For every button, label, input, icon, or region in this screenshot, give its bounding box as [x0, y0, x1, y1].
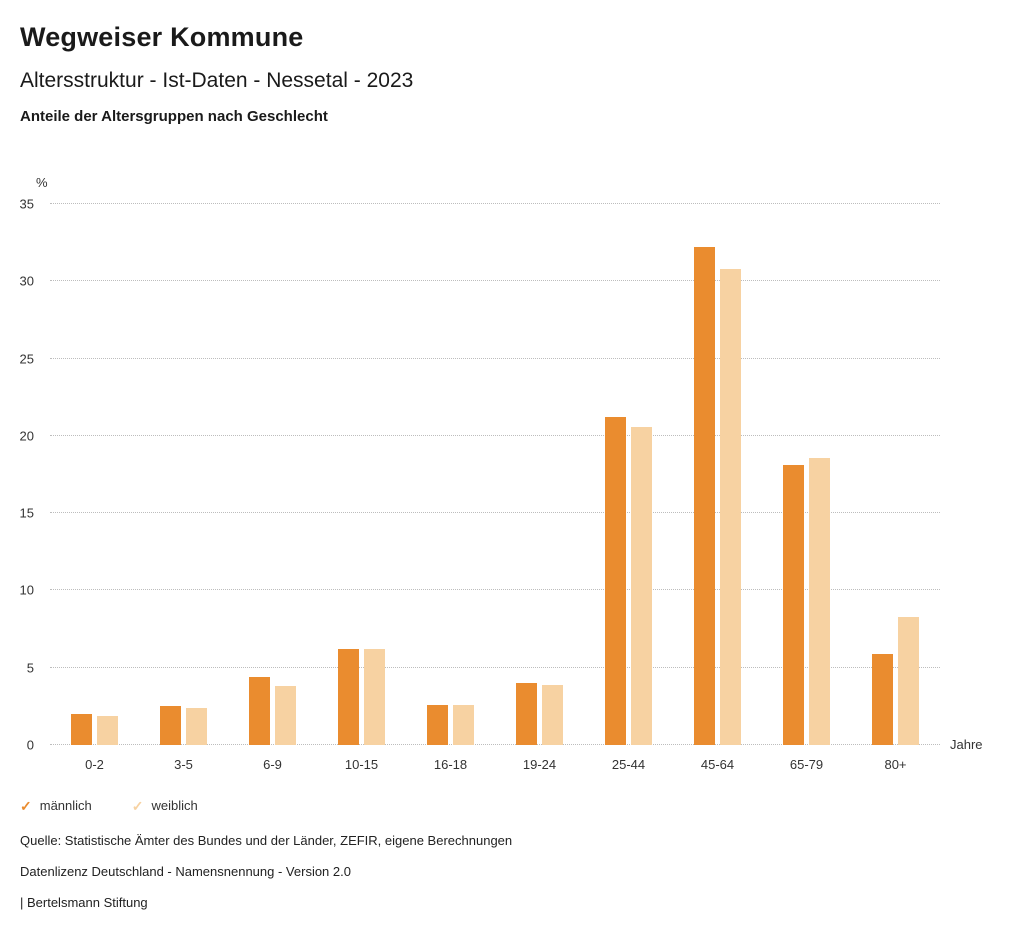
legend-item-weiblich[interactable]: ✓ weiblich: [132, 798, 198, 813]
bar-group-65-79: [762, 204, 851, 745]
x-tick-label-45-64: 45-64: [700, 757, 735, 772]
bar-group-19-24: [495, 204, 584, 745]
bar-maennlich-19-24[interactable]: [516, 683, 537, 745]
x-axis-unit-label: Jahre: [950, 737, 983, 752]
x-axis: 0-2 3-5 6-9 10-15 16-18 19-24 25-44 45-64 65-79 8…: [50, 757, 940, 772]
x-tick-label-10-15: 10-15: [344, 757, 379, 772]
x-tick-label-65-79: 65-79: [789, 757, 824, 772]
bar-weiblich-19-24[interactable]: [542, 684, 563, 745]
bar-group-25-44: [584, 204, 673, 745]
bar-maennlich-6-9[interactable]: [249, 677, 270, 745]
bar-maennlich-16-18[interactable]: [427, 704, 448, 745]
legend: ✓ männlich ✓ weiblich: [20, 798, 1004, 813]
bar-group-45-64: [673, 204, 762, 745]
gridline-5: [50, 666, 940, 668]
bar-weiblich-25-44[interactable]: [631, 426, 652, 745]
y-tick-label-30: 30: [19, 273, 34, 289]
gridline-15: [50, 512, 940, 514]
gridlines: [50, 203, 940, 745]
y-tick-label-0: 0: [26, 737, 34, 753]
bar-group-10-15: [317, 204, 406, 745]
legend-item-maennlich[interactable]: ✓ männlich: [20, 798, 92, 813]
bar-weiblich-3-5[interactable]: [186, 707, 207, 745]
x-tick-label-25-44: 25-44: [611, 757, 646, 772]
bar-group-6-9: [228, 204, 317, 745]
y-tick-label-25: 25: [19, 351, 34, 367]
x-tick-label-0-2: 0-2: [85, 757, 104, 772]
y-tick-label-10: 10: [19, 582, 34, 598]
bar-group-0-2: [50, 204, 139, 745]
plot-row: 0 5 10 15 20 25 30 35 Jahre: [19, 198, 1004, 753]
x-tick-label-3-5: 3-5: [174, 757, 193, 772]
bar-group-16-18: [406, 204, 495, 745]
bar-weiblich-0-2[interactable]: [97, 715, 118, 745]
x-tick-label-19-24: 19-24: [522, 757, 557, 772]
bar-maennlich-10-15[interactable]: [338, 649, 359, 745]
bar-maennlich-25-44[interactable]: [605, 417, 626, 745]
legend-item-label: weiblich: [151, 798, 198, 813]
gridline-10: [50, 589, 940, 591]
y-tick-label-35: 35: [19, 196, 34, 212]
bar-group-3-5: [139, 204, 228, 745]
checkmark-icon: ✓: [131, 797, 144, 814]
bar-weiblich-16-18[interactable]: [453, 704, 474, 745]
y-tick-label-20: 20: [19, 428, 34, 444]
bar-weiblich-45-64[interactable]: [720, 268, 741, 745]
x-tick-label-80+: 80+: [884, 757, 907, 772]
chart: % 0 5 10 15 20 25 30 35 Jahre 0-2 3-5 6-9 10-15 16-…: [20, 175, 1004, 772]
bar-maennlich-45-64[interactable]: [694, 247, 715, 745]
footer-license-line: Datenlizenz Deutschland - Namensnennung …: [20, 864, 351, 879]
chart-heading: Anteile der Altersgruppen nach Geschlech…: [20, 108, 328, 125]
bar-weiblich-80+[interactable]: [898, 616, 919, 745]
footer-source-line: Quelle: Statistische Ämter des Bundes un…: [20, 833, 513, 848]
page-subtitle: Altersstruktur - Ist-Daten - Nessetal - …: [20, 69, 414, 92]
footer: Quelle: Statistische Ämter des Bundes un…: [20, 825, 1004, 918]
y-axis: 0 5 10 15 20 25 30 35: [19, 198, 50, 752]
y-axis-unit-label: %: [36, 175, 48, 190]
bar-maennlich-80+[interactable]: [872, 653, 893, 745]
bar-weiblich-6-9[interactable]: [275, 686, 296, 745]
y-tick-label-5: 5: [26, 660, 34, 676]
checkmark-icon: ✓: [20, 797, 32, 814]
page-title: Wegweiser Kommune: [20, 22, 304, 52]
bar-maennlich-65-79[interactable]: [783, 465, 804, 745]
x-tick-label-16-18: 16-18: [433, 757, 468, 772]
y-tick-label-15: 15: [19, 505, 34, 521]
bar-group-80+: [851, 204, 940, 745]
gridline-25: [50, 357, 940, 359]
footer-publisher-line: | Bertelsmann Stiftung: [20, 895, 148, 910]
bar-maennlich-0-2[interactable]: [71, 714, 92, 745]
plot-area: [50, 203, 940, 745]
x-tick-label-6-9: 6-9: [263, 757, 282, 772]
gridline-30: [50, 280, 940, 282]
gridline-20: [50, 434, 940, 436]
bar-maennlich-3-5[interactable]: [160, 706, 181, 745]
gridline-35: [50, 203, 940, 204]
bar-weiblich-10-15[interactable]: [364, 649, 385, 745]
legend-item-label: männlich: [39, 798, 92, 813]
gridline-0: [50, 744, 940, 745]
bar-weiblich-65-79[interactable]: [809, 457, 830, 745]
x-axis-unit-area: Jahre: [940, 204, 1004, 752]
bars-layer: [50, 204, 940, 745]
